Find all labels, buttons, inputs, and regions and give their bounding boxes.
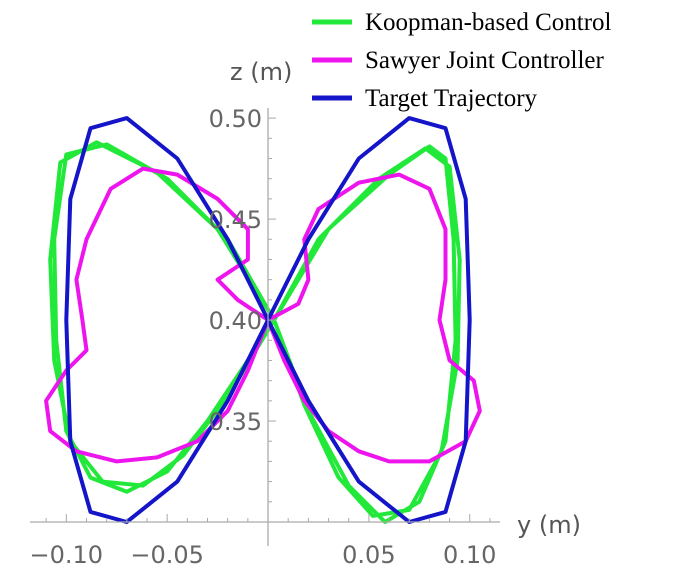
legend-entry: Target Trajectory xyxy=(312,85,538,112)
y-ticks: 0.35 0.40 0.45 0.50 xyxy=(209,105,277,503)
x-ticks: −0.10 −0.05 0.05 0.10 xyxy=(30,514,496,569)
x-tick-label: 0.05 xyxy=(342,541,395,569)
x-tick-label: −0.10 xyxy=(30,541,104,569)
y-tick-label: 0.40 xyxy=(209,307,262,335)
x-tick-label: 0.10 xyxy=(443,541,496,569)
legend-label: Target Trajectory xyxy=(365,85,538,112)
x-axis-label: y (m) xyxy=(517,511,581,539)
legend-label: Sawyer Joint Controller xyxy=(365,47,605,74)
y-axis-label: z (m) xyxy=(230,58,292,86)
axes: −0.10 −0.05 0.05 0.10 0.35 0.40 0.45 0.50 y (m… xyxy=(30,58,581,569)
x-tick-label: −0.05 xyxy=(130,541,204,569)
legend-entry: Koopman-based Control xyxy=(312,9,612,36)
series-line-2 xyxy=(44,166,482,464)
legend-label: Koopman-based Control xyxy=(365,9,612,36)
y-tick-label: 0.50 xyxy=(209,105,262,133)
series-layer xyxy=(44,116,482,524)
legend: Koopman-based Control Sawyer Joint Contro… xyxy=(312,9,612,112)
y-tick-label: 0.35 xyxy=(209,408,262,436)
y-tick-label: 0.45 xyxy=(209,206,262,234)
legend-entry: Sawyer Joint Controller xyxy=(312,47,605,74)
